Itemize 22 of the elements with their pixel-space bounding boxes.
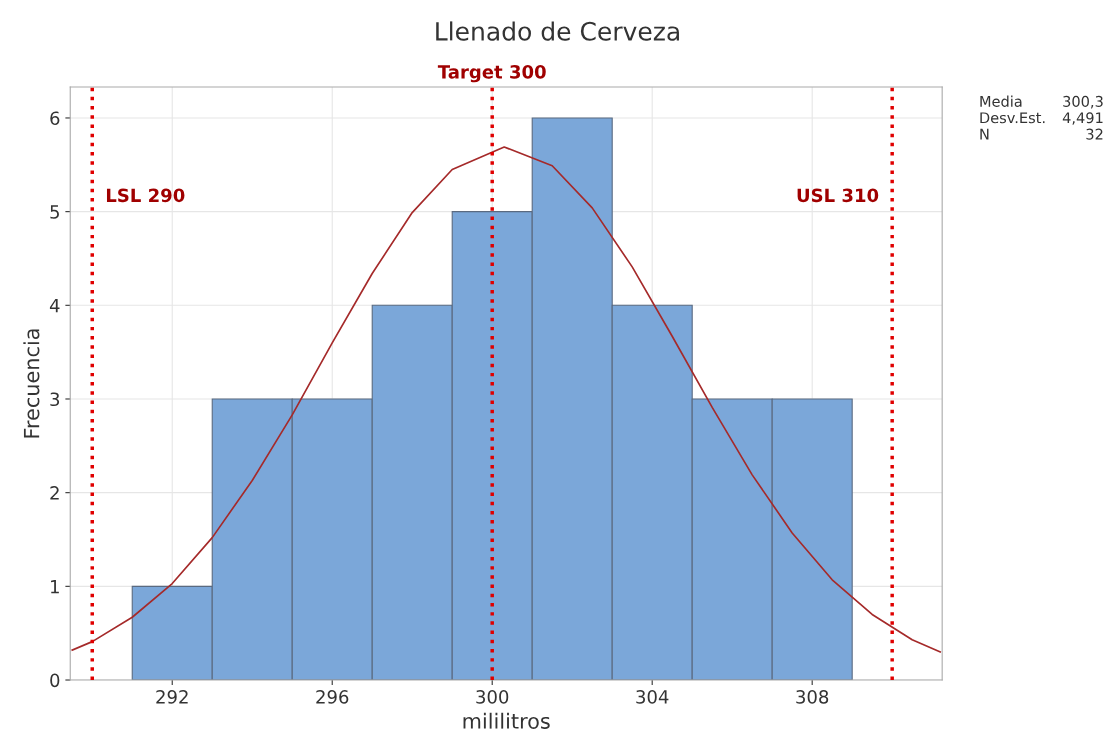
y-tick-label: 2 [50,486,59,500]
x-tick-label: 292 [156,690,188,704]
text: N 32 [980,128,1103,140]
y-tick-label: 1 [51,580,59,594]
x-tick-label: 308 [796,690,829,704]
y-tick-label: 3 [50,392,60,407]
y-tick-label: 0 [50,673,60,688]
ref-line-label: LSL 290 [106,188,185,203]
x-tick-label: 296 [316,690,349,704]
y-tick-label: 6 [50,111,60,126]
ref-line-label: Target 300 [437,65,546,83]
x-tick-label: 304 [636,690,669,704]
text: Media 300,3 [980,95,1103,109]
y-tick-label: 4 [49,299,60,313]
x-axis-title: mililitros [463,712,550,729]
x-tick-label: 300 [476,690,509,704]
text: Desv.Est. 4,491 [980,112,1103,125]
line-series [71,146,942,653]
ref-line-label: USL 310 [797,188,879,203]
y-tick-label: 5 [50,205,59,219]
y-axis-title: Frecuencia [23,329,40,438]
chart-title: Llenado de Cerveza [436,21,679,41]
